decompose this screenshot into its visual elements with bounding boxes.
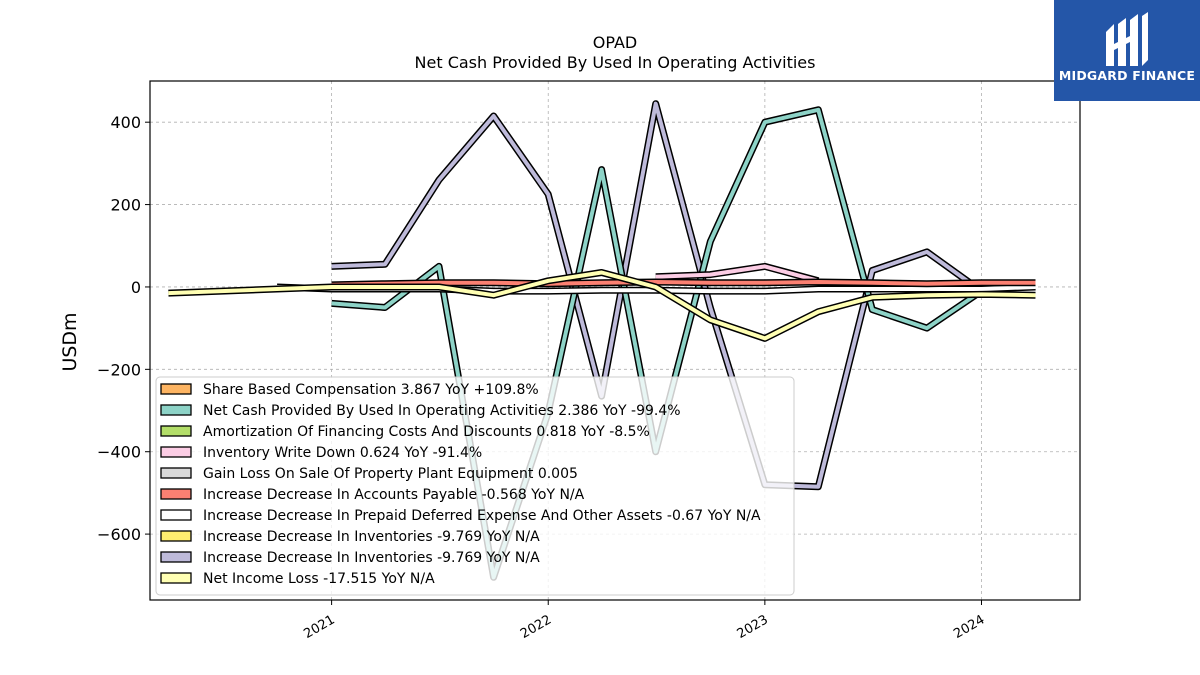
chart-title: OPAD <box>593 33 637 52</box>
legend-label: Amortization Of Financing Costs And Disc… <box>203 424 650 440</box>
grid <box>150 81 1080 600</box>
x-axis-ticks: 2021 2022 2023 2024 <box>301 600 987 642</box>
y-tick-label: 0 <box>131 278 141 297</box>
legend-label: Increase Decrease In Accounts Payable -0… <box>203 487 585 503</box>
legend-label: Increase Decrease In Prepaid Deferred Ex… <box>203 508 761 524</box>
series-line <box>331 278 1036 289</box>
x-tick-label: 2024 <box>951 612 987 642</box>
series-line <box>331 100 984 491</box>
series-line-stroke <box>168 270 1036 341</box>
series-line <box>168 269 1036 342</box>
y-tick-label: −600 <box>97 525 141 544</box>
legend-box <box>155 376 795 596</box>
series-line <box>655 262 820 285</box>
legend: Share Based Compensation 3.867 YoY +109.… <box>155 376 795 596</box>
midgard-finance-logo: MIDGARD FINANCE <box>1054 0 1200 101</box>
legend-swatch <box>160 425 192 437</box>
x-tick-label: 2022 <box>518 612 554 642</box>
y-axis-label: USDm <box>59 312 81 371</box>
legend-swatch <box>160 551 192 563</box>
series-line-stroke <box>655 264 819 283</box>
legend-label: Increase Decrease In Inventories -9.769 … <box>203 550 540 566</box>
legend-swatch <box>160 383 192 395</box>
y-tick-label: −200 <box>97 360 141 379</box>
legend-swatch <box>160 572 192 584</box>
legend-label: Increase Decrease In Inventories -9.769 … <box>203 529 540 545</box>
legend-swatch <box>160 509 192 521</box>
series-line-stroke <box>331 101 983 489</box>
legend-swatch <box>160 446 192 458</box>
x-tick-label: 2023 <box>735 612 771 642</box>
legend-swatch <box>160 404 192 416</box>
legend-label: Net Cash Provided By Used In Operating A… <box>203 403 681 419</box>
y-axis-ticks: 400 200 0 −200 −400 −600 <box>97 113 150 544</box>
series-lines <box>168 100 1036 581</box>
y-tick-label: −400 <box>97 443 141 462</box>
plot-frame <box>149 80 1081 601</box>
series-line-stroke <box>331 280 1036 287</box>
logo-mark-icon <box>1106 12 1148 66</box>
legend-swatch <box>160 488 192 500</box>
legend-label: Gain Loss On Sale Of Property Plant Equi… <box>203 466 578 482</box>
y-tick-label: 400 <box>110 113 141 132</box>
x-tick-label: 2021 <box>301 612 337 642</box>
logo-brand-text: MIDGARD FINANCE <box>1058 68 1196 83</box>
legend-swatch <box>160 530 192 542</box>
legend-label: Inventory Write Down 0.624 YoY -91.4% <box>203 445 482 461</box>
y-tick-label: 200 <box>110 196 141 215</box>
legend-swatch <box>160 467 192 479</box>
legend-label: Net Income Loss -17.515 YoY N/A <box>203 571 435 587</box>
chart-subtitle: Net Cash Provided By Used In Operating A… <box>415 53 816 72</box>
legend-label: Share Based Compensation 3.867 YoY +109.… <box>203 382 539 398</box>
